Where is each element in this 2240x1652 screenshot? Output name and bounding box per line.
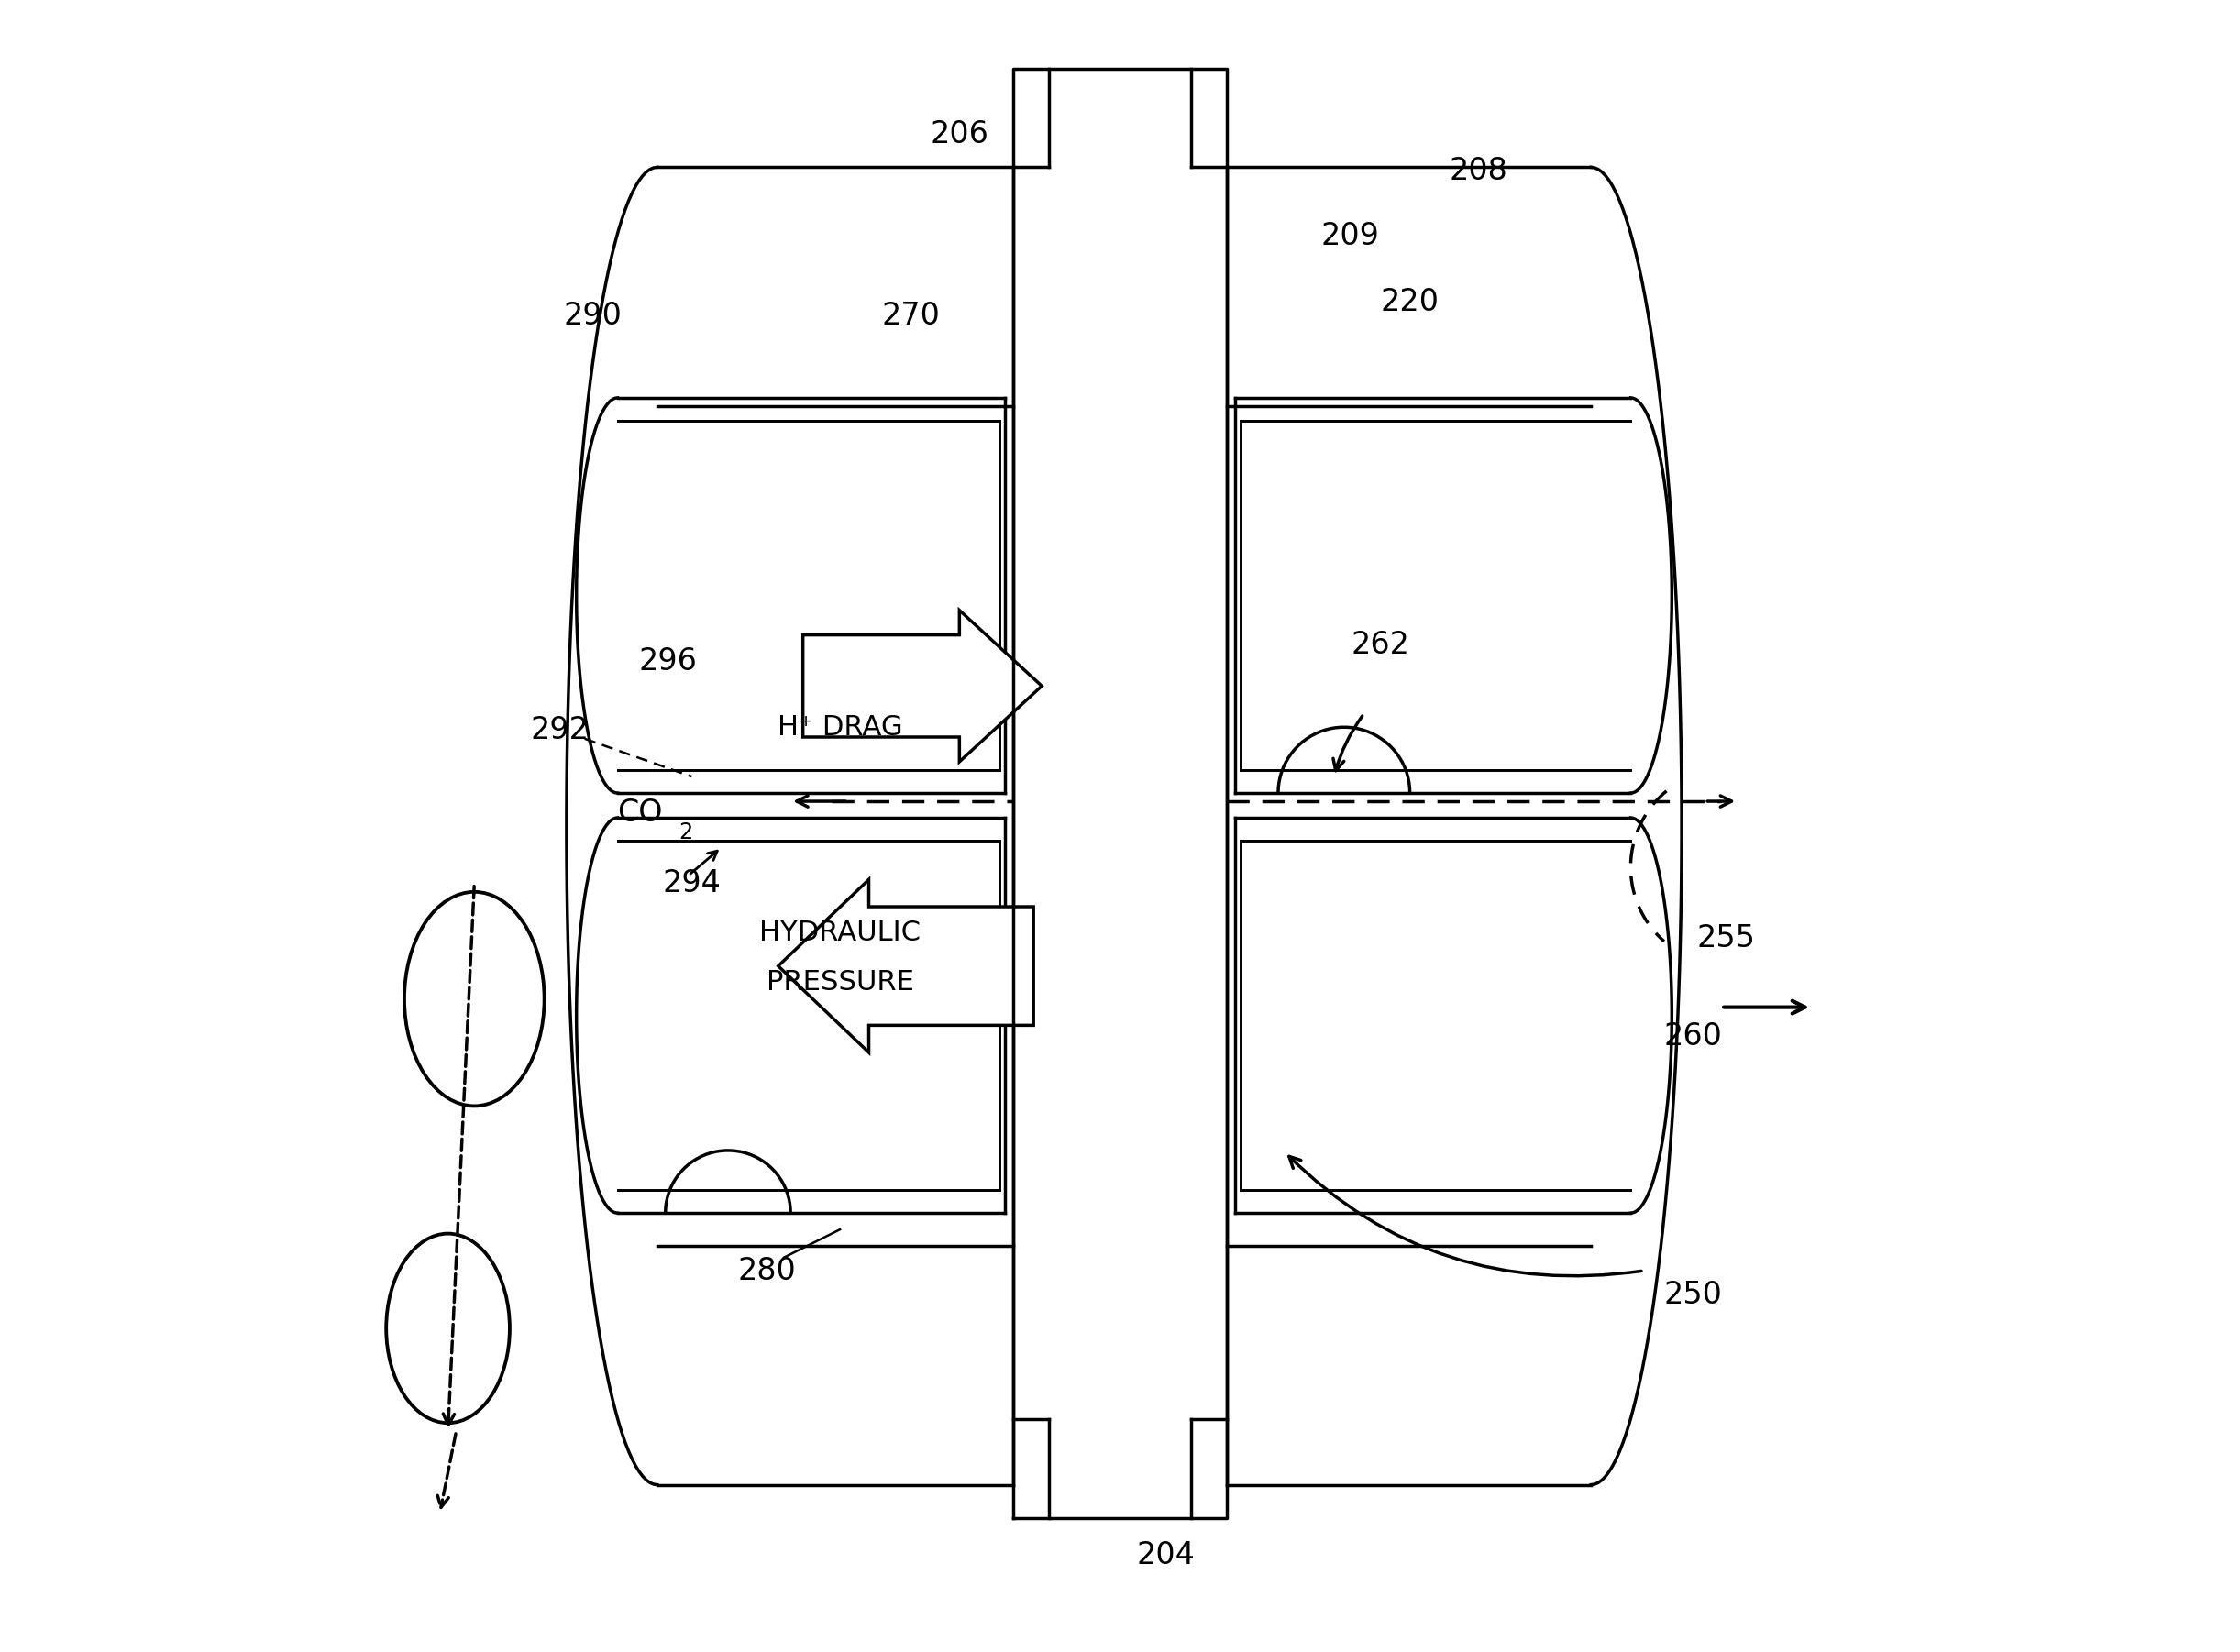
Text: 294: 294: [663, 869, 721, 899]
Text: 290: 290: [562, 301, 623, 330]
Text: CO: CO: [618, 798, 663, 828]
Text: 255: 255: [1696, 923, 1756, 953]
Text: 280: 280: [737, 1256, 795, 1285]
Text: 270: 270: [880, 301, 941, 330]
Text: 296: 296: [638, 646, 697, 676]
Polygon shape: [802, 610, 1042, 762]
Text: PRESSURE: PRESSURE: [766, 970, 914, 996]
Text: HYDRAULIC: HYDRAULIC: [759, 920, 921, 947]
Text: 260: 260: [1664, 1021, 1723, 1052]
Text: 204: 204: [1136, 1540, 1194, 1571]
Text: 262: 262: [1351, 629, 1409, 659]
Text: 292: 292: [531, 715, 589, 745]
Text: 209: 209: [1322, 221, 1380, 251]
Text: 250: 250: [1664, 1280, 1723, 1310]
Text: 206: 206: [930, 119, 990, 149]
Text: 220: 220: [1380, 287, 1438, 317]
Text: H⁺ DRAG: H⁺ DRAG: [777, 714, 903, 740]
Text: 2: 2: [679, 821, 692, 844]
Text: 208: 208: [1449, 155, 1508, 185]
Polygon shape: [777, 879, 1033, 1052]
